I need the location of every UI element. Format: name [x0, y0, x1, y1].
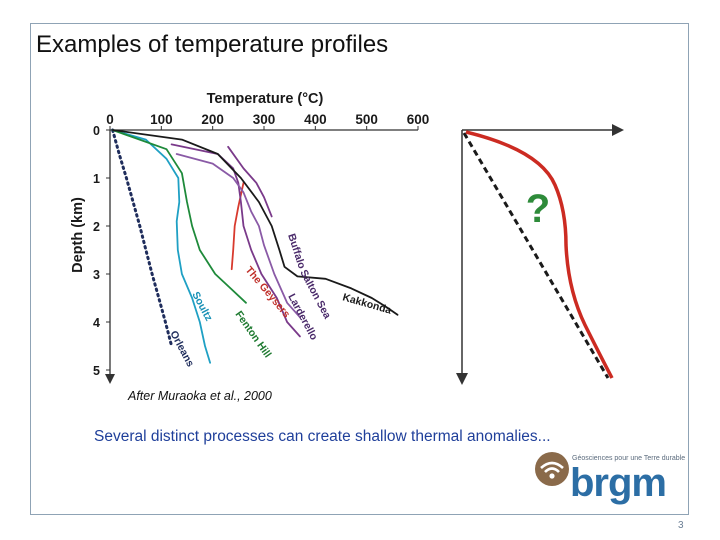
schematic-anomaly-curve	[465, 130, 614, 379]
series-line-kakkonda	[111, 129, 399, 316]
x-tick-label: 500	[355, 112, 378, 127]
slide-title: Examples of temperature profiles	[36, 31, 389, 58]
series-line-salton-sea	[175, 153, 301, 319]
y-tick-label: 5	[93, 364, 100, 378]
y-tick-label: 0	[93, 124, 100, 138]
right-schematic: ?	[456, 124, 624, 385]
brgm-tagline: Géosciences pour une Terre durable	[572, 455, 686, 462]
question-mark-annotation: ?	[526, 187, 550, 231]
schematic-x-arrow	[612, 124, 624, 136]
brgm-wordmark: brgm	[570, 461, 667, 505]
series-line-soultz	[111, 129, 211, 364]
left-series	[111, 128, 399, 364]
brgm-emblem-icon	[535, 452, 569, 486]
series-line-fenton-hill	[111, 129, 247, 304]
label-soultz: Soultz	[189, 290, 214, 323]
slide-subtext: Several distinct processes can create sh…	[94, 428, 551, 445]
page-number: 3	[678, 520, 684, 531]
y-tick-label: 3	[93, 268, 100, 282]
y-axis-arrow	[105, 374, 115, 384]
schematic-linear-gradient-line	[462, 132, 610, 379]
y-tick-label: 2	[93, 220, 100, 234]
x-tick-label: 300	[253, 112, 276, 127]
label-fenton-hill: Fenton Hill	[233, 309, 274, 360]
slide-frame	[30, 23, 689, 515]
y-axis-title: Depth (km)	[70, 197, 86, 273]
x-tick-label: 200	[201, 112, 224, 127]
left-axes	[105, 126, 419, 384]
series-line-orleans	[111, 128, 174, 348]
x-tick-label: 100	[150, 112, 173, 127]
schematic-y-arrow	[456, 373, 468, 385]
x-axis-title: Temperature (°C)	[207, 91, 324, 107]
label-orleans: Orleans	[167, 329, 196, 369]
left-tick-labels: 0 100 200 300 400 500 600 0 1 2 3 4 5	[93, 112, 429, 378]
figure-caption: After Muraoka et al., 2000	[128, 389, 272, 403]
x-tick-label: 600	[407, 112, 430, 127]
series-line-the-geysers	[230, 181, 245, 271]
x-tick-label: 400	[304, 112, 327, 127]
y-tick-label: 4	[93, 316, 100, 330]
x-tick-label: 0	[106, 112, 114, 127]
left-chart: Temperature (°C) Depth (km) 0 100 200 300 40…	[70, 91, 429, 384]
label-the-geysers: The Geysers	[243, 264, 293, 320]
label-buffalo: Buffalo	[285, 232, 308, 270]
brgm-logo: Géosciences pour une Terre durable brgm	[530, 447, 690, 507]
y-tick-label: 1	[93, 172, 100, 186]
series-line-buffalo	[227, 145, 273, 218]
